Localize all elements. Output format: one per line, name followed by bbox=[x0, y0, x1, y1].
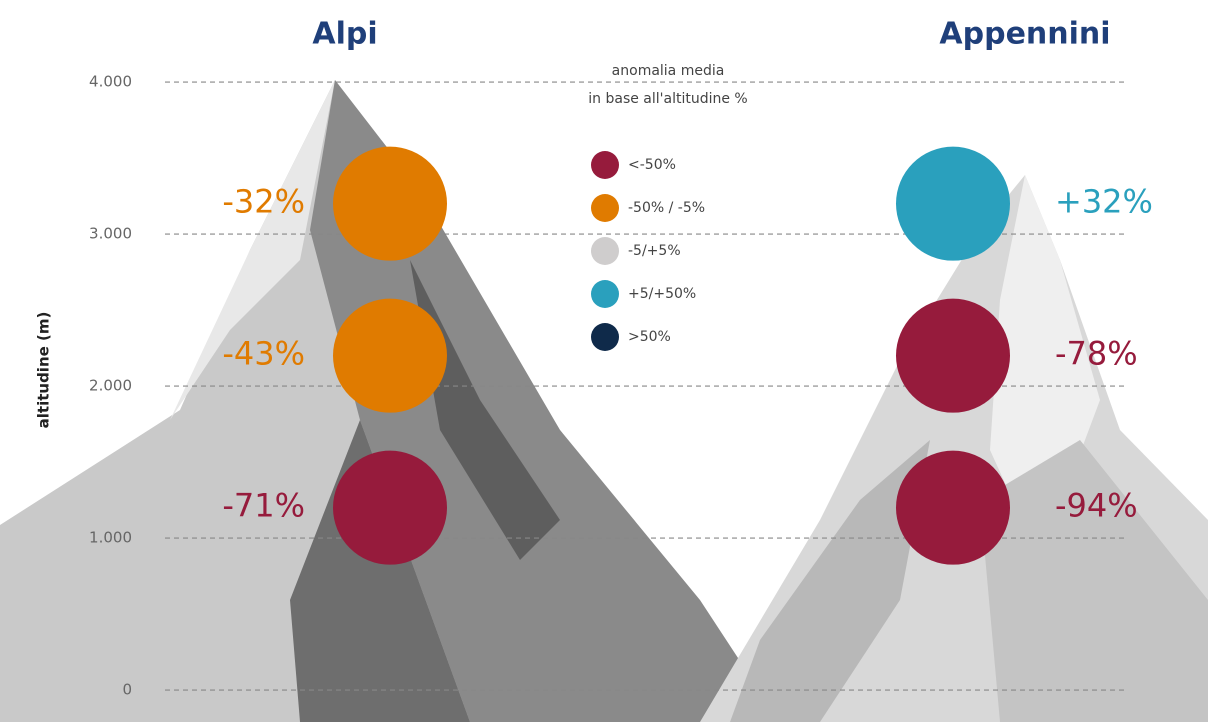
dot bbox=[333, 147, 447, 261]
value-label: -71% bbox=[222, 487, 305, 525]
legend-label: <-50% bbox=[628, 157, 676, 173]
group-title: Alpi bbox=[312, 17, 377, 52]
legend-swatch bbox=[591, 194, 619, 222]
value-label: +32% bbox=[1055, 183, 1153, 221]
value-label: -78% bbox=[1055, 335, 1138, 373]
chart: Alpi Appennini anomalia media in base al… bbox=[0, 0, 1208, 722]
dot bbox=[896, 147, 1010, 261]
legend-swatch bbox=[591, 280, 619, 308]
y-tick-label: 1.000 bbox=[89, 529, 132, 547]
value-label: -43% bbox=[222, 335, 305, 373]
legend-swatch bbox=[591, 151, 619, 179]
y-axis-label: altitudine (m) bbox=[35, 312, 53, 429]
legend-swatch bbox=[591, 237, 619, 265]
legend-label: -5/+5% bbox=[628, 243, 681, 259]
legend-swatch bbox=[591, 323, 619, 351]
group-title: Appennini bbox=[939, 17, 1110, 52]
dot bbox=[896, 299, 1010, 413]
legend-label: >50% bbox=[628, 329, 671, 345]
dot bbox=[333, 299, 447, 413]
dot bbox=[333, 451, 447, 565]
dot bbox=[896, 451, 1010, 565]
legend-title: anomalia media bbox=[612, 63, 725, 79]
y-tick-label: 0 bbox=[122, 681, 132, 699]
legend-label: +5/+50% bbox=[628, 286, 696, 302]
value-label: -94% bbox=[1055, 487, 1138, 525]
y-tick-label: 4.000 bbox=[89, 73, 132, 91]
y-tick-label: 3.000 bbox=[89, 225, 132, 243]
value-label: -32% bbox=[222, 183, 305, 221]
legend-label: -50% / -5% bbox=[628, 200, 705, 216]
y-tick-label: 2.000 bbox=[89, 377, 132, 395]
legend-title: in base all'altitudine % bbox=[588, 91, 747, 107]
